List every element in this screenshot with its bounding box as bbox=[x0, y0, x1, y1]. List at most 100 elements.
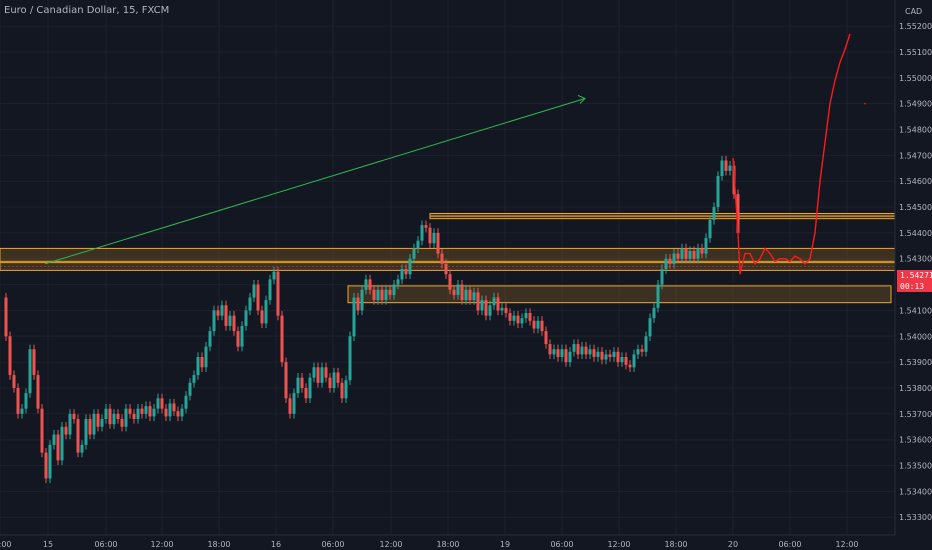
y-tick-label: 1.54300 bbox=[899, 255, 932, 264]
candle-body bbox=[464, 289, 468, 301]
x-tick-label: 12:00 bbox=[835, 540, 858, 549]
candle-body bbox=[240, 325, 244, 347]
candle-body bbox=[572, 344, 576, 352]
y-tick-label: 1.55100 bbox=[899, 48, 932, 57]
candle-body bbox=[392, 284, 396, 295]
candle-body bbox=[16, 387, 20, 414]
candle-body bbox=[612, 351, 616, 357]
candle-body bbox=[308, 377, 312, 399]
candle-body bbox=[448, 274, 452, 290]
candle-body bbox=[528, 313, 532, 321]
candle-body bbox=[324, 367, 328, 378]
candle-body bbox=[564, 349, 568, 363]
candle-body bbox=[4, 297, 8, 337]
candle-body bbox=[156, 398, 160, 409]
candle-body bbox=[228, 315, 232, 326]
candle-body bbox=[704, 238, 708, 254]
candle-body bbox=[736, 194, 740, 233]
candle-body bbox=[312, 367, 316, 378]
candle-body bbox=[80, 444, 84, 453]
zone-4 bbox=[347, 285, 892, 304]
candle-body bbox=[168, 403, 172, 417]
candle-body bbox=[256, 284, 260, 311]
candle-body bbox=[568, 351, 572, 363]
candle-body bbox=[72, 413, 76, 420]
candle-body bbox=[116, 413, 120, 420]
candle-body bbox=[84, 419, 88, 445]
candle-body bbox=[36, 375, 40, 409]
x-tick-label: 18:00 bbox=[0, 540, 12, 549]
y-tick-label: 1.53400 bbox=[899, 487, 932, 496]
candle-body bbox=[244, 310, 248, 326]
candle-body bbox=[496, 297, 500, 311]
candle-body bbox=[284, 362, 288, 399]
y-tick-label: 1.54400 bbox=[899, 229, 932, 238]
x-tick-label: 20 bbox=[728, 540, 738, 549]
candle-body bbox=[560, 349, 564, 357]
candle-body bbox=[424, 225, 428, 228]
candle-body bbox=[92, 413, 96, 435]
candle-body bbox=[24, 393, 28, 409]
candle-body bbox=[96, 413, 100, 427]
x-tick-label: 06:00 bbox=[321, 540, 344, 549]
candle-body bbox=[380, 289, 384, 301]
candle-body bbox=[220, 305, 224, 316]
candle-body bbox=[656, 284, 660, 308]
candle-body bbox=[628, 364, 632, 368]
candle-body bbox=[624, 356, 628, 365]
candle-body bbox=[484, 300, 488, 316]
y-tick-label: 1.54800 bbox=[899, 125, 932, 134]
candle-body bbox=[192, 375, 196, 383]
candle-body bbox=[288, 398, 292, 414]
x-tick-label: 15 bbox=[43, 540, 53, 549]
countdown-label: 00:13 bbox=[900, 282, 925, 291]
candle-body bbox=[512, 315, 516, 321]
candle-body bbox=[524, 313, 528, 319]
candle-body bbox=[480, 300, 484, 311]
candle-body bbox=[632, 354, 636, 368]
candle-body bbox=[472, 292, 476, 301]
x-tick-label: 06:00 bbox=[550, 540, 573, 549]
candle-body bbox=[556, 349, 560, 357]
chart-title: Euro / Canadian Dollar, 15, FXCM bbox=[4, 5, 170, 16]
candle-body bbox=[64, 426, 68, 435]
candle-body bbox=[540, 320, 544, 332]
candle-body bbox=[500, 307, 504, 311]
candle-body bbox=[340, 382, 344, 399]
candle-body bbox=[208, 331, 212, 347]
x-tick-label: 19 bbox=[500, 540, 510, 549]
candle-body bbox=[104, 408, 108, 420]
time-axis-bg bbox=[0, 535, 932, 550]
x-tick-label: 12:00 bbox=[607, 540, 630, 549]
y-tick-label: 1.53900 bbox=[899, 358, 932, 367]
candle-body bbox=[304, 387, 308, 399]
candle-body bbox=[440, 253, 444, 264]
candle-body bbox=[536, 320, 540, 329]
candle-body bbox=[128, 408, 132, 414]
candle-body bbox=[724, 160, 728, 171]
y-tick-label: 1.53700 bbox=[899, 410, 932, 419]
candle-body bbox=[300, 377, 304, 388]
current-price-label: 1.54271 bbox=[900, 271, 932, 280]
candle-body bbox=[368, 279, 372, 290]
candle-body bbox=[252, 284, 256, 298]
candle-body bbox=[404, 269, 408, 275]
candle-body bbox=[696, 248, 700, 259]
candle-body bbox=[88, 419, 92, 435]
candle-body bbox=[136, 408, 140, 420]
candle-body bbox=[264, 300, 268, 324]
projection-dot bbox=[864, 102, 866, 105]
candle-body bbox=[668, 258, 672, 264]
candle-body bbox=[336, 372, 340, 383]
candle-body bbox=[652, 307, 656, 319]
x-tick-label: 18:00 bbox=[207, 540, 230, 549]
candle-body bbox=[576, 344, 580, 355]
candle-body bbox=[488, 305, 492, 316]
candle-body bbox=[460, 284, 464, 301]
candle-body bbox=[320, 367, 324, 383]
candle-body bbox=[164, 408, 168, 417]
candle-body bbox=[364, 279, 368, 290]
candle-body bbox=[12, 375, 16, 388]
candle-body bbox=[544, 331, 548, 345]
